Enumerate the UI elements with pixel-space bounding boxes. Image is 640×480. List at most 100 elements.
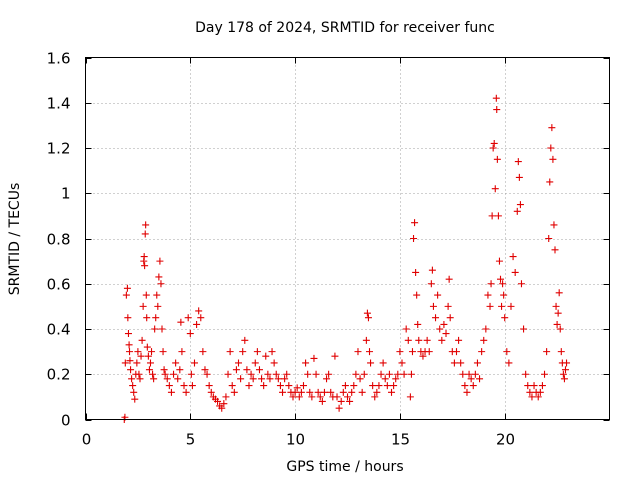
data-point [274, 375, 282, 383]
data-point [427, 280, 435, 288]
data-point [486, 302, 494, 310]
data-point [561, 366, 569, 374]
data-point [434, 291, 442, 299]
data-point [356, 375, 364, 383]
data-point [406, 393, 414, 401]
data-point [161, 370, 169, 378]
data-point [245, 382, 253, 390]
data-point [327, 388, 335, 396]
data-point [143, 343, 151, 351]
data-point [350, 382, 358, 390]
data-point [487, 280, 495, 288]
data-point [522, 370, 530, 378]
y-tick-label: 0.8 [47, 231, 71, 249]
axis-ticks [85, 57, 610, 421]
data-point [362, 336, 370, 344]
data-point [432, 314, 440, 322]
data-point [407, 370, 415, 378]
data-point [270, 359, 278, 367]
data-point [493, 106, 501, 114]
data-point [478, 348, 486, 356]
data-point [546, 178, 554, 186]
data-point [398, 359, 406, 367]
grid-lines [85, 57, 610, 420]
data-point [555, 289, 563, 297]
data-point [312, 370, 320, 378]
data-point [339, 388, 347, 396]
data-point [140, 253, 148, 261]
y-tick-label: 0 [61, 412, 71, 430]
data-point [528, 393, 536, 401]
data-point [293, 384, 301, 392]
data-point [513, 207, 521, 215]
data-point [377, 370, 385, 378]
data-point [155, 273, 163, 281]
data-point [176, 366, 184, 374]
data-point [264, 370, 272, 378]
data-point [180, 382, 188, 390]
data-point [501, 314, 509, 322]
data-point [156, 257, 164, 265]
data-point [411, 219, 419, 227]
data-point [149, 370, 157, 378]
data-point [141, 230, 149, 238]
data-point [291, 388, 299, 396]
data-point [557, 348, 565, 356]
data-point [442, 330, 450, 338]
data-point [142, 291, 150, 299]
data-point [141, 262, 149, 270]
data-point [526, 388, 534, 396]
data-point [469, 382, 477, 390]
data-point [283, 370, 291, 378]
data-point [325, 370, 333, 378]
data-point [151, 325, 159, 333]
data-point [224, 370, 232, 378]
data-point [383, 382, 391, 390]
data-point [128, 375, 136, 383]
data-point [251, 359, 259, 367]
data-point [304, 370, 312, 378]
data-point [436, 325, 444, 333]
data-point [268, 348, 276, 356]
data-point [143, 314, 151, 322]
data-point [197, 314, 205, 322]
data-point [459, 370, 467, 378]
data-point [160, 366, 168, 374]
data-points [120, 94, 571, 423]
data-point [136, 375, 144, 383]
data-point [144, 352, 152, 360]
data-point [195, 307, 203, 315]
data-point [467, 375, 475, 383]
data-point [517, 280, 525, 288]
data-point [205, 382, 213, 390]
data-point [364, 314, 372, 322]
data-point [318, 397, 326, 405]
x-tick-label: 0 [82, 431, 92, 449]
data-point [235, 359, 243, 367]
data-point [172, 359, 180, 367]
data-point [158, 325, 166, 333]
data-point [413, 291, 421, 299]
data-point [178, 348, 186, 356]
data-point [457, 359, 465, 367]
data-point [188, 382, 196, 390]
data-point [127, 366, 135, 374]
data-point [253, 348, 261, 356]
data-point [177, 318, 185, 326]
data-point [404, 336, 412, 344]
data-point [262, 352, 270, 360]
data-point [207, 388, 215, 396]
data-point [258, 375, 266, 383]
data-point [226, 348, 234, 356]
data-point [514, 158, 522, 166]
data-point [150, 375, 158, 383]
y-tick-label: 0.6 [47, 276, 71, 294]
data-point [124, 330, 132, 338]
data-point [465, 370, 473, 378]
data-point [279, 388, 287, 396]
data-point [363, 309, 371, 317]
x-tick-label: 20 [496, 431, 515, 449]
data-point [388, 388, 396, 396]
data-point [289, 393, 297, 401]
